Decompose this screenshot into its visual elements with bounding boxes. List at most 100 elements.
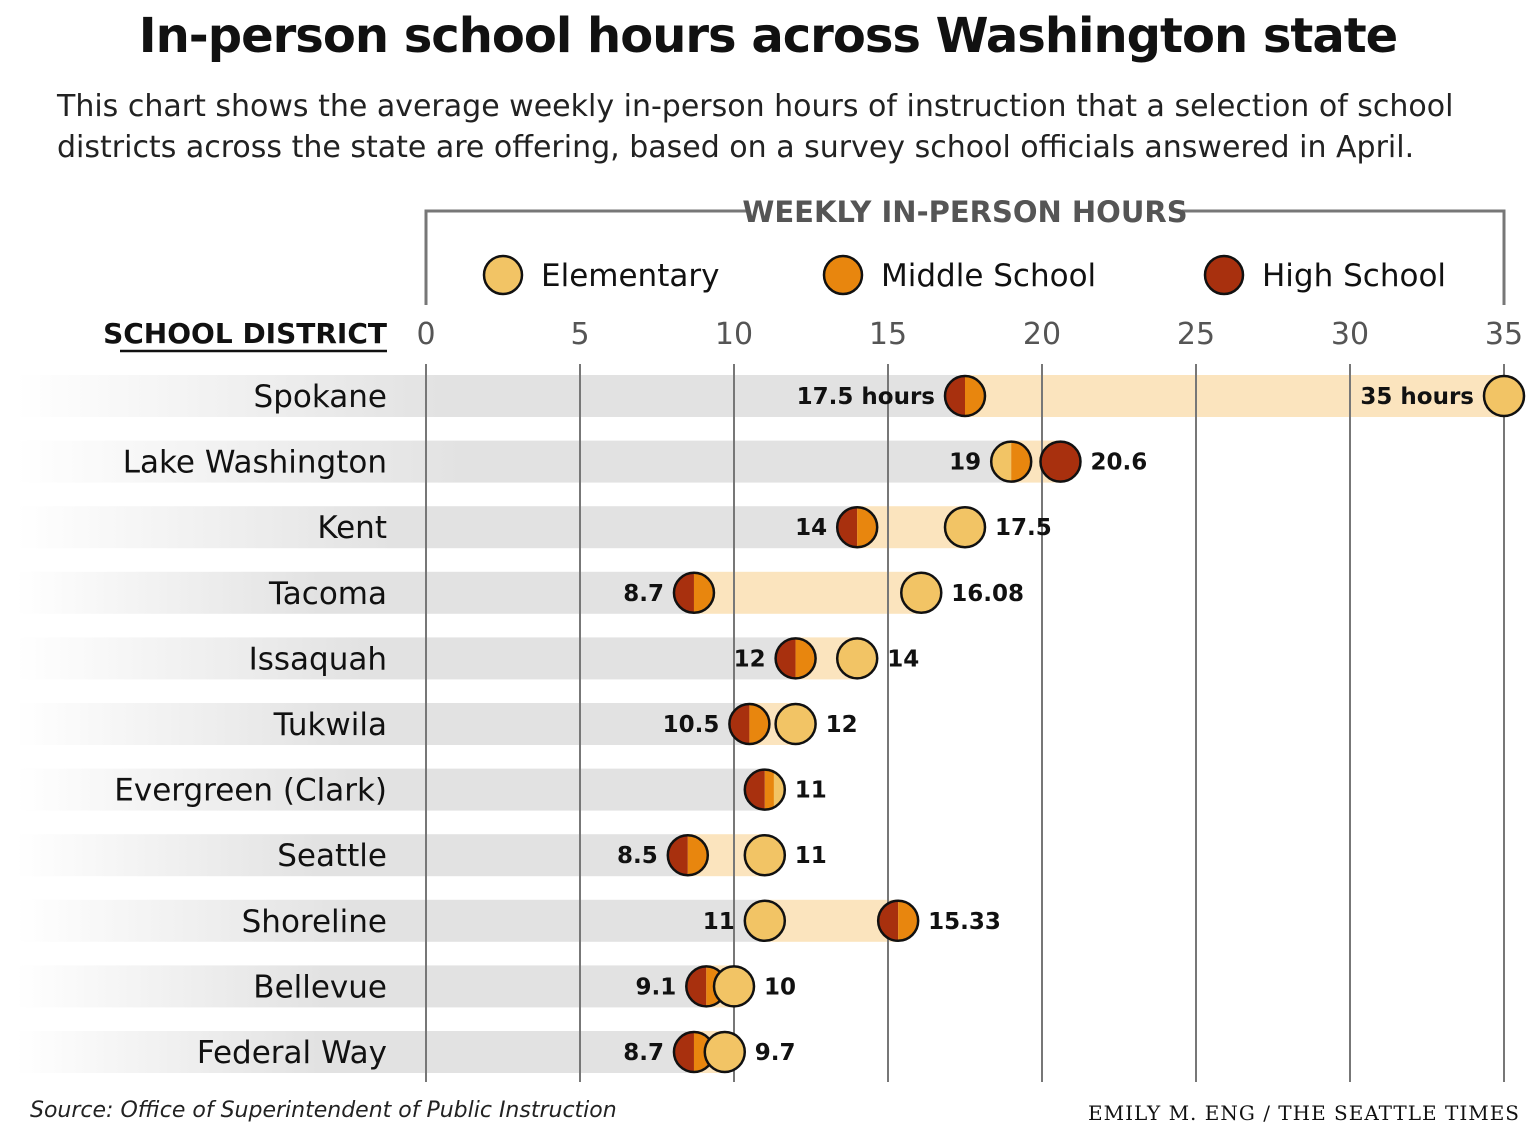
dot-middle-high-high-half [673, 572, 694, 613]
dot-elementary [743, 833, 787, 877]
dot-middle-high [774, 637, 817, 680]
legend-marker-0 [482, 254, 524, 296]
chart-subtitle: This chart shows the average weekly in-p… [57, 89, 1454, 165]
district-label: Bellevue [253, 969, 387, 1005]
district-label: Evergreen (Clark) [114, 773, 387, 809]
dot-middle-high [835, 505, 879, 549]
district-label: Tukwila [273, 707, 387, 743]
row-band [16, 703, 750, 745]
range-band [764, 899, 899, 942]
district-label: Lake Washington [123, 445, 387, 481]
source-note: Source: Office of Superintendent of Publ… [30, 1098, 617, 1123]
x-tick-label: 35 [1485, 317, 1523, 352]
dot-middle-high-middle-half [693, 572, 714, 613]
dot-middle-high [943, 374, 987, 418]
value-label-min: 11 [703, 909, 735, 935]
value-label-min: 9.1 [636, 974, 677, 1000]
category-header: SCHOOL DISTRICT [103, 317, 387, 350]
x-tick-label: 5 [570, 317, 589, 352]
row-band [16, 440, 1012, 483]
value-label-max: 11 [795, 843, 827, 869]
legend: Elementary Middle School High School [482, 254, 1446, 296]
x-tick-label: 30 [1331, 317, 1369, 352]
district-dots [943, 374, 1526, 418]
district-label: Shoreline [242, 904, 387, 940]
dot-middle-high [876, 899, 920, 943]
x-tick-label: 10 [715, 317, 753, 352]
dot-middle-high-high-half [945, 376, 965, 416]
dot-middle-high-high-half [837, 507, 858, 548]
dot-elementary [774, 702, 817, 746]
dot-middle-high-high-half [667, 835, 688, 876]
dot-elementary-middle-elementary-half [991, 441, 1012, 482]
value-label-min: 8.7 [623, 581, 664, 607]
dot-middle-high [666, 833, 710, 877]
dot-middle-high-middle-half [795, 638, 816, 679]
district-dots [835, 505, 987, 549]
legend-marker-2 [1203, 254, 1245, 296]
value-label-max: 15.33 [928, 909, 1001, 935]
value-label-min: 12 [734, 646, 766, 672]
value-label-max: 11 [795, 778, 827, 804]
legend-marker-1 [822, 254, 864, 296]
dot-elementary [712, 965, 756, 1008]
value-label-max: 10 [764, 974, 796, 1000]
dot-elementary [835, 637, 879, 680]
dot-middle-high-high-half [686, 966, 707, 1007]
district-label: Kent [317, 510, 387, 546]
dot-elementary [743, 899, 787, 943]
dot-middle-high-high-half [878, 900, 899, 941]
dot-elementary [703, 1030, 747, 1074]
value-label-min: 8.7 [623, 1040, 664, 1066]
district-dots [728, 702, 817, 746]
dot-middle-high [672, 571, 716, 615]
value-label-max: 16.08 [951, 581, 1024, 607]
value-label-min: 14 [795, 515, 827, 541]
row-band [16, 834, 688, 877]
dot-middle-high-middle-half [687, 835, 708, 876]
x-tick-label: 0 [416, 317, 435, 352]
district-label: Federal Way [197, 1035, 387, 1071]
district-dots [672, 571, 943, 615]
row-band [16, 768, 765, 811]
district-dots [774, 637, 879, 680]
range-band [693, 571, 922, 614]
dot-high [1039, 440, 1082, 483]
value-label-max: 20.6 [1090, 450, 1147, 476]
dot-elementary [1482, 374, 1526, 418]
value-label-min: 10.5 [663, 712, 720, 738]
dot-elementary [900, 571, 943, 615]
row-band [16, 375, 965, 417]
district-dots [743, 899, 920, 943]
district-dots [672, 1030, 747, 1074]
byline-credit: EMILY M. ENG / THE SEATTLE TIMES [1088, 1101, 1520, 1125]
dot-middle-high-high-half [729, 704, 750, 744]
district-label: Spokane [254, 379, 387, 415]
dot-high-part [744, 769, 765, 810]
value-label-min: 17.5 hours [797, 384, 935, 410]
dot-middle-high-middle-half [898, 900, 919, 941]
x-tick-label: 15 [869, 317, 907, 352]
dot-middle-high-middle-half [857, 507, 878, 548]
x-tick-label: 25 [1177, 317, 1215, 352]
district-dots [685, 965, 756, 1008]
district-label: Issaquah [249, 641, 387, 677]
value-label-min: 19 [949, 450, 981, 476]
dot-all-levels [743, 768, 787, 811]
range-band [965, 375, 1504, 417]
district-dots [666, 833, 787, 877]
value-label-max: 9.7 [755, 1040, 796, 1066]
axis-title: WEEKLY IN-PERSON HOURS [742, 195, 1187, 229]
row-band [16, 899, 765, 942]
dot-middle-high-middle-half [965, 376, 985, 416]
row-band [16, 506, 858, 549]
district-label: Tacoma [268, 576, 387, 612]
dot-elementary-middle [989, 440, 1033, 483]
row-band [16, 637, 796, 680]
dot-elementary [943, 505, 987, 549]
row-bands [16, 375, 1504, 1073]
dot-middle-high-middle-half [749, 704, 770, 744]
dot-middle-high-high-half [673, 1032, 694, 1072]
value-label-max: 14 [887, 646, 919, 672]
